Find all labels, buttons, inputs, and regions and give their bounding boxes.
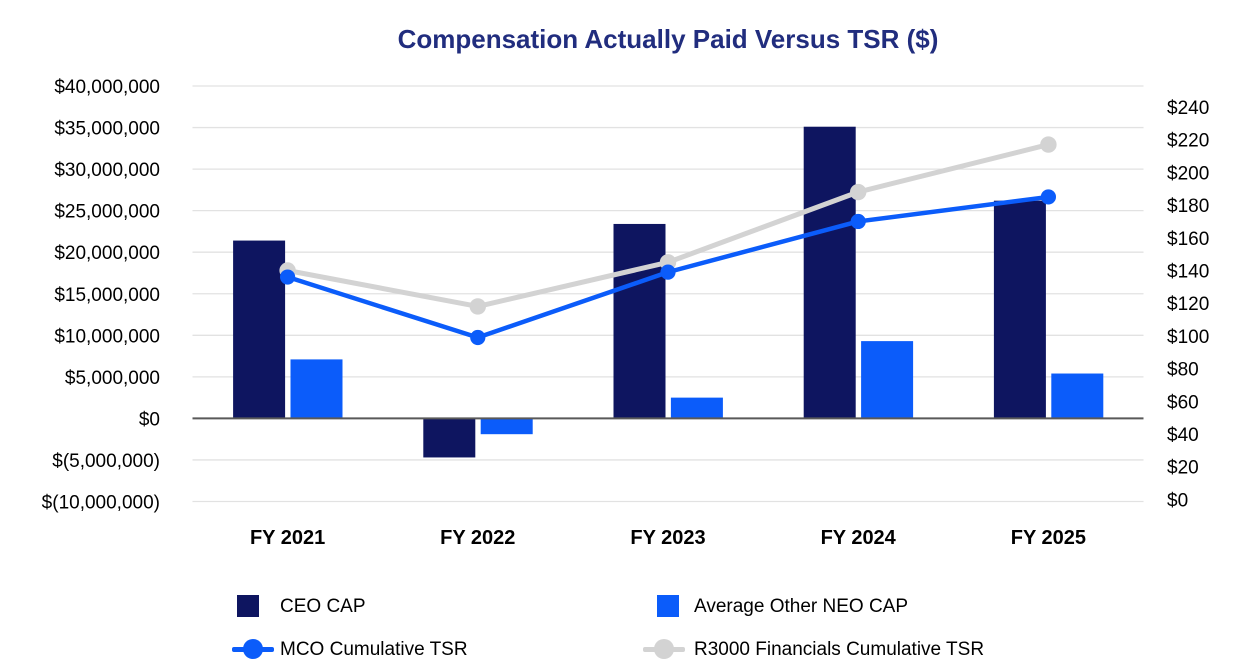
right-axis-tick-label: $80 xyxy=(1167,360,1199,381)
mco-tsr-point xyxy=(470,329,486,346)
avg-neo-cap-swatch xyxy=(657,595,679,617)
right-axis-tick-label: $220 xyxy=(1167,131,1209,152)
r3000-tsr-point xyxy=(850,183,867,201)
x-axis-label: FY 2024 xyxy=(821,527,897,549)
r3000-tsr-dot-marker xyxy=(654,639,674,659)
left-axis-tick-label: $10,000,000 xyxy=(54,326,160,347)
left-axis-tick-label: $35,000,000 xyxy=(54,119,160,140)
mco-tsr-point xyxy=(280,269,296,285)
left-axis-tick-label: $(5,000,000) xyxy=(52,451,160,472)
neo-cap-bar xyxy=(670,397,723,419)
neo-cap-bar xyxy=(480,418,533,435)
right-axis-tick-label: $140 xyxy=(1167,262,1209,283)
legend-label-mco-tsr: MCO Cumulative TSR xyxy=(280,639,468,660)
r3000-tsr-point xyxy=(1040,136,1057,153)
right-axis-tick-label: $100 xyxy=(1167,327,1209,348)
neo-cap-bar xyxy=(290,359,343,419)
right-axis-tick-label: $160 xyxy=(1167,229,1209,250)
mco-tsr-dot-marker xyxy=(243,639,263,659)
legend-label-ceo-cap: CEO CAP xyxy=(280,596,366,617)
legend-label-r3000-tsr: R3000 Financials Cumulative TSR xyxy=(694,639,985,660)
r3000-tsr-point xyxy=(469,298,486,315)
ceo-cap-swatch xyxy=(237,595,259,617)
left-axis-tick-label: $20,000,000 xyxy=(54,243,160,264)
left-axis-tick-label: $30,000,000 xyxy=(54,160,160,181)
x-axis-label: FY 2022 xyxy=(440,527,515,549)
left-axis-tick-label: $5,000,000 xyxy=(65,368,160,389)
ceo-cap-bar xyxy=(233,240,286,419)
x-axis-label: FY 2021 xyxy=(250,527,325,549)
ceo-cap-bar xyxy=(613,223,666,419)
left-axis-tick-label: $15,000,000 xyxy=(54,285,160,306)
x-axis-label: FY 2025 xyxy=(1011,527,1086,549)
right-axis-tick-label: $200 xyxy=(1167,163,1209,184)
right-axis-tick-label: $20 xyxy=(1167,458,1199,479)
right-axis-tick-label: $180 xyxy=(1167,196,1209,217)
ceo-cap-bar xyxy=(993,200,1046,419)
ceo-cap-bar xyxy=(803,126,856,419)
neo-cap-bar xyxy=(861,341,914,419)
left-axis-tick-label: $(10,000,000) xyxy=(42,493,160,514)
right-axis-tick-label: $120 xyxy=(1167,294,1209,315)
ceo-cap-bar xyxy=(423,418,476,458)
mco-tsr-point xyxy=(1040,189,1056,205)
left-axis-tick-label: $0 xyxy=(139,409,160,430)
left-axis-tick-label: $40,000,000 xyxy=(54,77,160,98)
x-axis-label: FY 2023 xyxy=(630,527,705,549)
mco-tsr-point xyxy=(850,213,866,230)
left-axis-tick-label: $25,000,000 xyxy=(54,202,160,223)
neo-cap-bar xyxy=(1051,373,1104,419)
mco-tsr-point xyxy=(660,264,676,280)
chart-title: Compensation Actually Paid Versus TSR ($… xyxy=(397,24,939,54)
legend-label-avg-neo-cap: Average Other NEO CAP xyxy=(694,596,909,617)
right-axis-tick-label: $40 xyxy=(1167,425,1199,446)
right-axis-tick-label: $240 xyxy=(1167,98,1209,119)
right-axis-tick-label: $0 xyxy=(1167,490,1188,511)
right-axis-tick-label: $60 xyxy=(1167,392,1199,413)
